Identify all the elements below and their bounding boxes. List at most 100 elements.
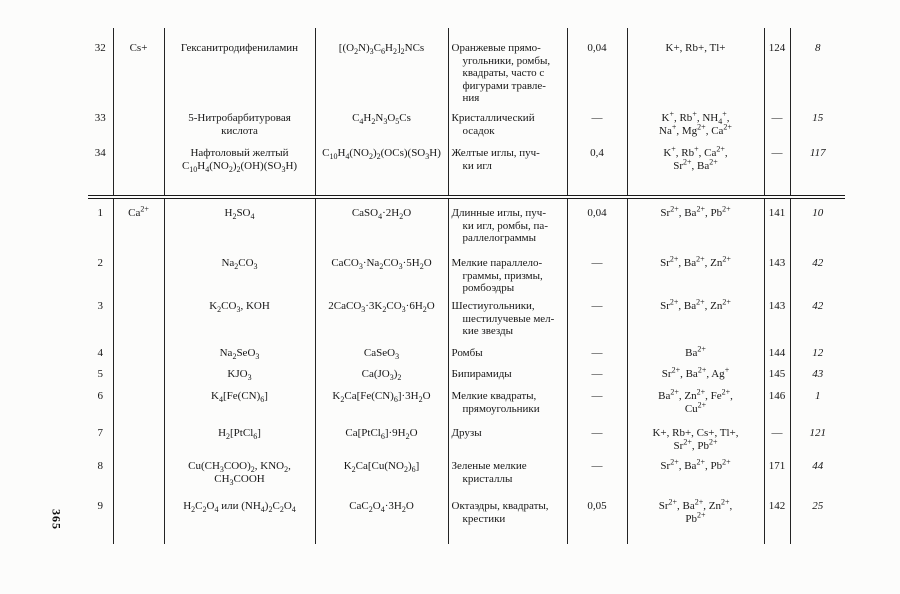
reference-number: 44 — [812, 460, 824, 472]
interfering-ions: Sr2+, Ba2+, Ag+ — [627, 364, 765, 386]
crystal-description: Длинные иглы, пуч-ки игл, ромбы, па-ралл… — [448, 195, 568, 253]
table-row: 8 Cu(CH3COO)2, KNO2, CH3COOH K2Ca[Cu(NO2)… — [88, 456, 845, 496]
reference-number: 15 — [812, 112, 824, 124]
concentration: — — [567, 386, 628, 423]
reference-number: 8 — [815, 42, 821, 54]
ion-label: Cs+ — [113, 28, 165, 197]
table-row: 4 Na2SeO3 CaSeO3 Ромбы — Ba2+ 144 12 — [88, 343, 845, 364]
row-number: 9 — [88, 496, 114, 544]
page-number: 124 — [764, 28, 791, 108]
page-number: 143 — [764, 253, 791, 296]
formula: K2Ca[Cu(NO2)6] — [315, 456, 449, 496]
table-row: 33 5-Нитробарбитуровая кислота C4H2N3O5Cs… — [88, 108, 845, 143]
crystal-description: Октаэдры, квадраты, крестики — [448, 496, 568, 544]
page-number: 142 — [764, 496, 791, 544]
formula: Ca[PtCl6]·9H2O — [315, 423, 449, 456]
concentration: — — [567, 108, 628, 143]
interfering-ions: Sr2+, Ba2+, Zn2+, Pb2+ — [627, 496, 765, 544]
reagent: Нафтоловый желтый C10H4(NO2)2(OH)(SO3H) — [164, 143, 316, 197]
table-row: 6 K4[Fe(CN)6] K2Ca[Fe(CN)6]·3H2O Мелкие … — [88, 386, 845, 423]
table-row: 32 Cs+ Гексанитродифениламин [(O2N)3C6H2… — [88, 28, 845, 197]
reagent: Na2SeO3 — [164, 343, 316, 364]
row-number: 32 — [88, 28, 114, 108]
concentration: 0,05 — [567, 496, 628, 544]
reagent: 5-Нитробарбитуровая кислота — [164, 108, 316, 143]
page-number: — — [764, 423, 791, 456]
page-number: 171 — [764, 456, 791, 496]
reference-number: 117 — [809, 147, 826, 159]
table-row: 7 H2[PtCl6] Ca[PtCl6]·9H2O Друзы — K+, R… — [88, 423, 845, 456]
page-number: — — [764, 108, 791, 143]
table-row: 1 Ca2+ H2SO4 CaSO4·2H2O Длинные иглы, пу… — [88, 195, 845, 544]
reagent-reference-table: 32 Cs+ Гексанитродифениламин [(O2N)3C6H2… — [88, 28, 845, 544]
page-number: — — [764, 143, 791, 197]
concentration: — — [567, 364, 628, 386]
formula: Ca(JO3)2 — [315, 364, 449, 386]
interfering-ions: K+, Rb+, Tl+ — [627, 28, 765, 108]
table-row: 5 KJO3 Ca(JO3)2 Бипирамиды — Sr2+, Ba2+,… — [88, 364, 845, 386]
reference-number: 43 — [812, 368, 824, 380]
interfering-ions: Ba2+, Zn2+, Fe2+, Cu2+ — [627, 386, 765, 423]
section-cs: 32 Cs+ Гексанитродифениламин [(O2N)3C6H2… — [88, 28, 845, 197]
concentration: 0,04 — [567, 195, 628, 253]
reagent: Гексанитродифениламин — [164, 28, 316, 108]
crystal-description: Оранжевые прямо-угольники, ромбы, квадрат… — [448, 28, 568, 108]
reagent: Cu(CH3COO)2, KNO2, CH3COOH — [164, 456, 316, 496]
page-number: 144 — [764, 343, 791, 364]
formula: 2CaCO3·3K2CO3·6H2O — [315, 296, 449, 343]
formula: CaSeO3 — [315, 343, 449, 364]
reference-number: 25 — [812, 500, 824, 512]
crystal-description: Кристаллический осадок — [448, 108, 568, 143]
row-number: 34 — [88, 143, 114, 197]
crystal-description: Бипирамиды — [448, 364, 568, 386]
concentration: — — [567, 253, 628, 296]
crystal-description: Мелкие квадраты, прямоугольники — [448, 386, 568, 423]
formula: CaSO4·2H2O — [315, 195, 449, 253]
formula: [(O2N)3C6H2]2NCs — [315, 28, 449, 108]
crystal-description: Ромбы — [448, 343, 568, 364]
reagent: H2[PtCl6] — [164, 423, 316, 456]
concentration: 0,04 — [567, 28, 628, 108]
row-number: 6 — [88, 386, 114, 423]
concentration: — — [567, 296, 628, 343]
row-number: 33 — [88, 108, 114, 143]
reference-number: 121 — [809, 427, 827, 439]
crystal-description: Шестиугольники, шестилучевые мел-кие звез… — [448, 296, 568, 343]
row-number: 4 — [88, 343, 114, 364]
reagent: KJO3 — [164, 364, 316, 386]
concentration: — — [567, 456, 628, 496]
reference-number: 12 — [812, 347, 824, 359]
row-number: 5 — [88, 364, 114, 386]
reagent: H2SO4 — [164, 195, 316, 253]
side-page-number: 365 — [49, 509, 64, 530]
table-row: 2 Na2CO3 CaCO3·Na2CO3·5H2O Мелкие паралл… — [88, 253, 845, 296]
formula: C4H2N3O5Cs — [315, 108, 449, 143]
interfering-ions: Ba2+ — [627, 343, 765, 364]
page-number: 146 — [764, 386, 791, 423]
interfering-ions: Sr2+, Ba2+, Pb2+ — [627, 456, 765, 496]
row-number: 8 — [88, 456, 114, 496]
row-number: 2 — [88, 253, 114, 296]
row-number: 1 — [88, 195, 114, 253]
page-number: 143 — [764, 296, 791, 343]
concentration: 0,4 — [567, 143, 628, 197]
formula: CaCO3·Na2CO3·5H2O — [315, 253, 449, 296]
formula: CaC2O4·3H2O — [315, 496, 449, 544]
reagent: H2C2O4 или (NH4)2C2O4 — [164, 496, 316, 544]
interfering-ions: Sr2+, Ba2+, Zn2+ — [627, 253, 765, 296]
page-number: 145 — [764, 364, 791, 386]
interfering-ions: K+, Rb+, Ca2+, Sr2+, Ba2+ — [627, 143, 765, 197]
row-number: 3 — [88, 296, 114, 343]
section-ca: 1 Ca2+ H2SO4 CaSO4·2H2O Длинные иглы, пу… — [88, 195, 845, 544]
crystal-description: Желтые иглы, пуч-ки игл — [448, 143, 568, 197]
concentration: — — [567, 423, 628, 456]
interfering-ions: Sr2+, Ba2+, Zn2+ — [627, 296, 765, 343]
ion-label: Ca2+ — [113, 195, 165, 544]
crystal-description: Мелкие параллело-граммы, призмы, ромбоэдр… — [448, 253, 568, 296]
reference-number: 10 — [790, 195, 845, 253]
interfering-ions: K+, Rb+, NH4+, Na+, Mg2+, Ca2+ — [627, 108, 765, 143]
interfering-ions: K+, Rb+, Cs+, Tl+, Sr2+, Pb2+ — [627, 423, 765, 456]
interfering-ions: Sr2+, Ba2+, Pb2+ — [627, 195, 765, 253]
crystal-description: Друзы — [448, 423, 568, 456]
